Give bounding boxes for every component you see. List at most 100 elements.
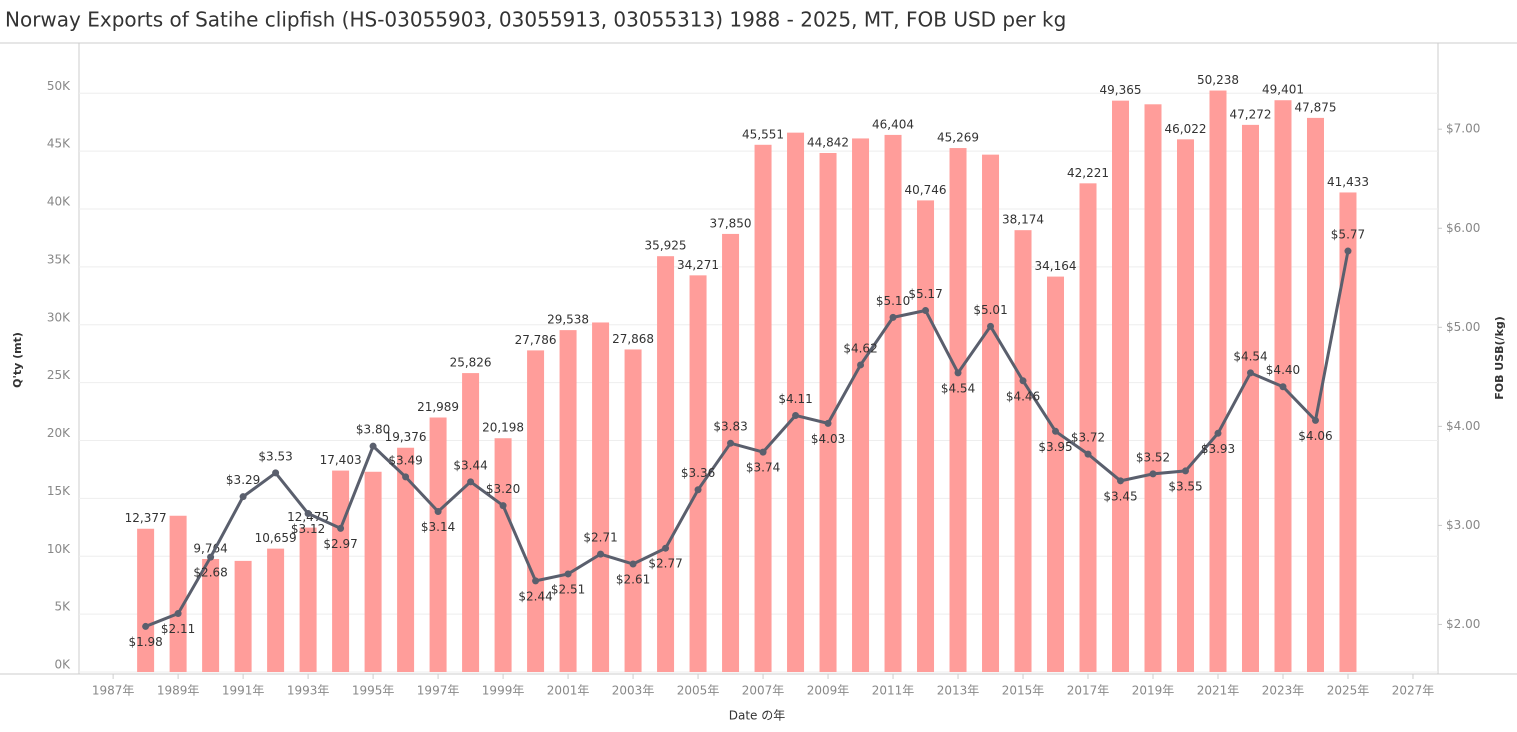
bar	[364, 471, 382, 672]
line-point	[402, 473, 410, 481]
bar	[397, 447, 415, 672]
bar-value-label: 17,403	[320, 453, 362, 467]
line-value-label: $4.46	[1006, 389, 1040, 403]
x-tick-label: 1995年	[352, 684, 395, 698]
bar	[559, 330, 577, 672]
bar	[1079, 183, 1097, 672]
line-point	[1311, 416, 1319, 424]
line-value-label: $2.97	[323, 537, 357, 551]
line-point	[369, 442, 377, 450]
line-value-label: $3.45	[1103, 489, 1137, 503]
x-tick-label: 2019年	[1132, 684, 1175, 698]
x-tick-label: 1993年	[287, 684, 330, 698]
x-tick-label: 1987年	[92, 684, 135, 698]
bar	[137, 528, 155, 672]
y-tick-label: 15K	[47, 484, 71, 498]
line-point	[629, 560, 637, 568]
line-value-label: $1.98	[128, 635, 162, 649]
x-tick-label: 2009年	[807, 684, 850, 698]
x-tick-label: 2023年	[1262, 684, 1305, 698]
y-tick-label: 10K	[47, 542, 71, 556]
bar-value-label: 50,238	[1197, 73, 1239, 87]
y-tick-label: 5K	[54, 600, 71, 614]
bar	[429, 417, 447, 672]
x-tick-label: 2011年	[872, 684, 915, 698]
bar	[917, 200, 935, 672]
bar	[234, 560, 252, 672]
bar-value-label: 45,551	[742, 127, 784, 141]
bar-value-label: 44,842	[807, 135, 849, 149]
y2-tick-label: $6.00	[1446, 221, 1480, 235]
line-value-label: $5.77	[1331, 228, 1365, 242]
line-point	[1246, 369, 1254, 377]
line-value-label: $5.10	[876, 294, 910, 308]
bar	[462, 373, 480, 672]
line-value-label: $3.55	[1168, 479, 1202, 493]
bar	[657, 256, 675, 672]
bar	[1047, 276, 1065, 672]
line-point	[694, 486, 702, 494]
line-point	[922, 306, 930, 314]
x-tick-label: 1991年	[222, 684, 265, 698]
bar	[592, 322, 610, 672]
line-value-label: $3.36	[681, 466, 715, 480]
line-value-label: $3.49	[388, 453, 422, 467]
bar-value-label: 47,875	[1294, 100, 1336, 114]
x-tick-label: 2027年	[1392, 684, 1435, 698]
bar-value-label: 46,022	[1165, 122, 1207, 136]
line-value-label: $3.14	[421, 520, 455, 534]
line-point	[889, 313, 897, 321]
x-tick-label: 2025年	[1327, 684, 1370, 698]
line-value-label: $3.53	[258, 449, 292, 463]
line-value-label: $2.71	[583, 531, 617, 545]
line-value-label: $4.03	[811, 432, 845, 446]
bar	[949, 148, 967, 673]
line-point	[1279, 383, 1287, 391]
bar	[689, 275, 707, 672]
line-point	[174, 610, 182, 618]
line-value-label: $2.44	[518, 589, 552, 603]
line-value-label: $2.11	[161, 622, 195, 636]
x-tick-label: 2013年	[937, 684, 980, 698]
y2-tick-label: $5.00	[1446, 320, 1480, 334]
bar	[299, 527, 317, 672]
bar	[1112, 100, 1130, 673]
bar	[1177, 139, 1195, 673]
line-point	[1149, 470, 1157, 478]
line-point	[207, 553, 215, 561]
bar	[787, 132, 805, 673]
line-point	[954, 369, 962, 377]
bar	[169, 515, 187, 672]
bar-value-label: 10,659	[255, 531, 297, 545]
bar-value-label: 40,746	[905, 183, 947, 197]
line-point	[467, 478, 475, 486]
line-value-label: $4.54	[1233, 349, 1267, 363]
y-tick-label: 40K	[47, 195, 71, 209]
y2-tick-label: $3.00	[1446, 518, 1480, 532]
bar	[527, 350, 545, 672]
bar-value-label: 49,401	[1262, 83, 1304, 97]
bar-value-label: 21,989	[417, 400, 459, 414]
y2-axis-title: FOB USB(/kg)	[1493, 316, 1506, 400]
line-point	[337, 524, 345, 532]
line-point	[1084, 450, 1092, 458]
line-point	[142, 622, 150, 630]
bar-value-label: 25,826	[450, 356, 492, 370]
line-value-label: $3.95	[1038, 440, 1072, 454]
line-point	[499, 502, 507, 510]
x-tick-label: 2015年	[1002, 684, 1045, 698]
y2-tick-label: $4.00	[1446, 419, 1480, 433]
x-tick-label: 2005年	[677, 684, 720, 698]
line-value-label: $2.68	[193, 566, 227, 580]
y-tick-label: 50K	[47, 79, 71, 93]
line-point	[304, 510, 312, 518]
bar	[202, 558, 220, 672]
bar-value-label: 27,786	[515, 333, 557, 347]
line-value-label: $3.12	[291, 522, 325, 536]
bar-value-label: 35,925	[645, 239, 687, 253]
line-point	[1052, 427, 1060, 435]
price-line	[145, 250, 1350, 628]
bar	[1306, 117, 1324, 672]
line-point	[597, 550, 605, 558]
